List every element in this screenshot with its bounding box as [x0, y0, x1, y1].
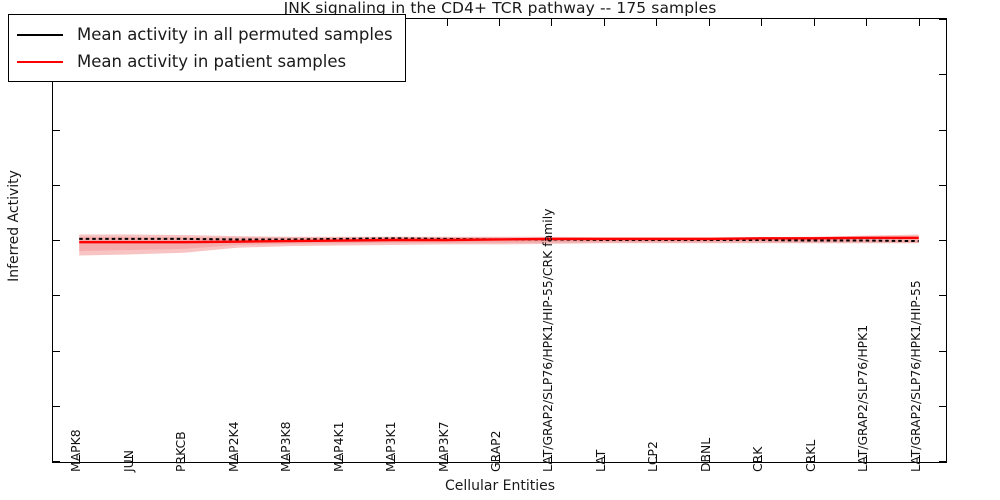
- x-tick-label: MAP4K1: [330, 421, 346, 472]
- x-tick-label: DBNL: [697, 437, 713, 472]
- chart-legend: Mean activity in all permuted samples Me…: [8, 14, 406, 82]
- x-tick-label: LCP2: [645, 441, 661, 472]
- y-tick-mark: [939, 74, 946, 76]
- x-tick-mark: [236, 455, 238, 462]
- x-tick-mark: [866, 19, 868, 26]
- plot-area: [52, 18, 947, 463]
- y-tick-mark: [939, 240, 946, 241]
- legend-item: Mean activity in patient samples: [17, 48, 393, 75]
- x-tick-mark: [499, 455, 500, 462]
- x-tick-mark: [394, 455, 396, 462]
- x-tick-label: MAP3K8: [278, 421, 294, 472]
- y-axis-label: Inferred Activity: [6, 170, 22, 282]
- y-tick-mark: [939, 184, 946, 186]
- chart-title: JNK signaling in the CD4+ TCR pathway --…: [283, 0, 717, 17]
- x-tick-mark: [499, 19, 500, 26]
- legend-label-patient: Mean activity in patient samples: [77, 52, 347, 71]
- y-tick-mark: [53, 405, 60, 407]
- y-tick-mark: [53, 184, 60, 186]
- x-tick-mark: [551, 455, 553, 462]
- x-tick-label: CRKL: [802, 439, 818, 472]
- x-tick-mark: [446, 455, 448, 462]
- x-tick-label: MAP2K4: [225, 421, 241, 472]
- x-tick-mark: [446, 19, 448, 26]
- x-tick-mark: [918, 455, 920, 462]
- x-tick-mark: [184, 455, 186, 462]
- y-tick-mark: [939, 129, 946, 131]
- y-tick-mark: [53, 461, 60, 462]
- y-tick-mark: [939, 405, 946, 407]
- x-tick-mark: [603, 19, 605, 26]
- y-tick-mark: [939, 461, 946, 462]
- x-tick-mark: [341, 455, 343, 462]
- legend-label-permuted: Mean activity in all permuted samples: [77, 25, 393, 44]
- x-tick-label: LAT/GRAP2/SLP76/HPK1/HIP-55: [907, 280, 923, 472]
- x-tick-label: LAT: [592, 449, 608, 472]
- series-line: [79, 237, 919, 243]
- x-tick-label: MAP3K7: [435, 421, 451, 472]
- x-tick-mark: [813, 455, 815, 462]
- x-tick-label: JUN: [120, 450, 136, 472]
- x-tick-mark: [708, 455, 710, 462]
- y-tick-mark: [939, 295, 946, 297]
- x-tick-label: PRKCB: [173, 431, 189, 472]
- y-tick-mark: [53, 350, 60, 352]
- x-tick-label: MAPK8: [68, 429, 84, 472]
- x-tick-mark: [761, 455, 763, 462]
- y-tick-mark: [53, 240, 60, 241]
- x-tick-mark: [813, 19, 815, 26]
- x-axis-label: Cellular Entities: [444, 478, 556, 494]
- x-tick-mark: [708, 19, 710, 26]
- plot-canvas: [79, 234, 919, 256]
- legend-item: Mean activity in all permuted samples: [17, 21, 393, 48]
- x-tick-label: CRK: [750, 446, 766, 472]
- x-tick-mark: [656, 455, 658, 462]
- x-tick-mark: [918, 19, 920, 26]
- x-tick-mark: [289, 455, 291, 462]
- legend-line-icon-permuted: [17, 33, 63, 36]
- legend-line-icon-patient: [17, 60, 63, 63]
- x-tick-mark: [79, 455, 81, 462]
- x-tick-mark: [761, 19, 763, 26]
- x-tick-mark: [656, 19, 658, 26]
- x-tick-label: LAT/GRAP2/SLP76/HPK1: [855, 324, 871, 472]
- x-tick-mark: [866, 455, 868, 462]
- y-tick-mark: [53, 295, 60, 297]
- x-tick-mark: [603, 455, 605, 462]
- y-tick-mark: [939, 19, 946, 20]
- x-tick-mark: [551, 19, 553, 26]
- y-tick-mark: [53, 129, 60, 131]
- series-line: [79, 236, 919, 244]
- x-tick-label: LAT/GRAP2/SLP76/HPK1/HIP-55/CRK family: [540, 208, 556, 472]
- x-tick-label: MAP3K1: [383, 421, 399, 472]
- x-tick-mark: [131, 455, 133, 462]
- y-tick-mark: [939, 350, 946, 352]
- x-tick-label: GRAP2: [488, 430, 503, 472]
